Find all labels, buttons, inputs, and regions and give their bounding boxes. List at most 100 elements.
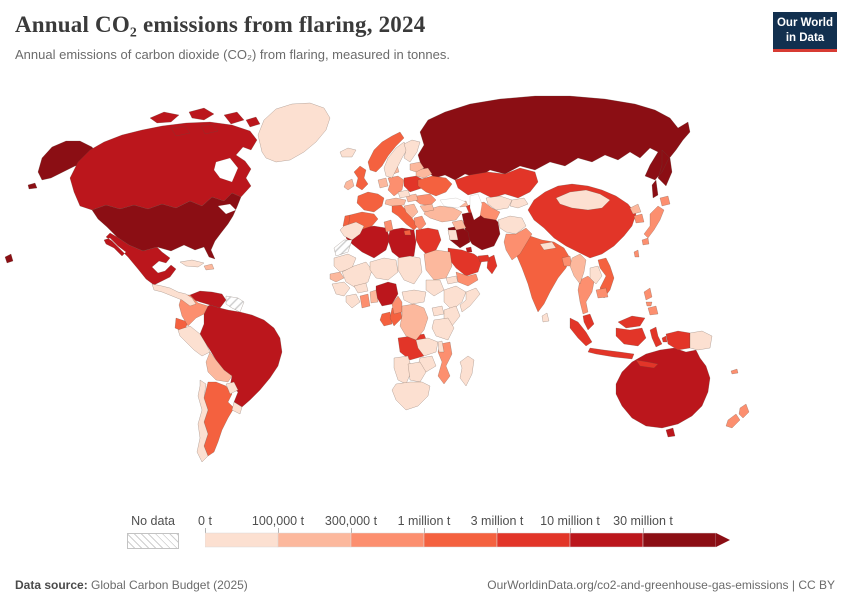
country-saudi-arabia[interactable]: Saudi Arabia [447, 247, 483, 277]
legend-no-data-swatch[interactable] [127, 533, 179, 549]
legend-bin-swatch[interactable] [569, 532, 644, 548]
country-iceland[interactable]: Iceland [339, 147, 357, 158]
country-chile[interactable]: Chile [196, 379, 209, 463]
country-mozambique[interactable]: Mozambique [437, 341, 453, 385]
country-benin[interactable]: Benin [369, 289, 379, 304]
legend-bin-swatch[interactable] [642, 532, 717, 548]
country-tunisia[interactable]: Tunisia [383, 219, 394, 233]
country-laos[interactable]: Laos [589, 265, 603, 285]
legend-bin-swatch[interactable] [350, 532, 425, 548]
owid-logo[interactable]: Our World in Data [773, 12, 837, 52]
country-malaysia[interactable]: Malaysia [582, 313, 646, 331]
country-malawi[interactable]: Malawi [437, 340, 445, 353]
legend-bin-swatch[interactable] [277, 532, 352, 548]
country-tanzania[interactable]: Tanzania [431, 317, 455, 341]
country-paraguay[interactable]: Paraguay [225, 381, 239, 395]
country-pakistan[interactable]: Pakistan [503, 227, 533, 261]
country-germany[interactable]: Germany [387, 175, 405, 197]
legend-bin-swatch[interactable] [423, 532, 498, 548]
country-botswana[interactable]: Botswana [407, 361, 427, 383]
country-burkina-faso[interactable]: Burkina Faso [353, 282, 369, 294]
country-western-sahara[interactable]: Western Sahara [333, 239, 353, 257]
country-kazakhstan[interactable]: Kazakhstan [454, 167, 539, 199]
country-chad[interactable]: Chad [397, 255, 423, 285]
country-mexico[interactable]: Mexico [103, 232, 177, 286]
country-uae[interactable]: United Arab Emirates [477, 254, 491, 263]
country-philippines[interactable]: Philippines [643, 287, 659, 316]
country-mongolia[interactable]: Mongolia [555, 189, 611, 211]
country-new-zealand[interactable]: New Zealand [725, 403, 750, 429]
country-south-africa[interactable]: South Africa [391, 381, 431, 411]
country-syria[interactable]: Syria [451, 219, 467, 231]
country-papua-new-guinea[interactable]: Papua New Guinea [689, 330, 713, 351]
country-australia[interactable]: Australia [615, 347, 711, 438]
country-uganda[interactable]: Uganda [431, 305, 445, 317]
country-greece[interactable]: Greece [413, 215, 427, 231]
country-czechia[interactable]: Czechia [397, 189, 411, 199]
country-somalia[interactable]: Somalia [459, 287, 481, 313]
country-niger[interactable]: Niger [369, 257, 399, 281]
country-venezuela[interactable]: Venezuela [189, 290, 227, 309]
country-morocco[interactable]: Morocco [339, 221, 365, 241]
country-south-korea[interactable]: South Korea [633, 213, 645, 224]
country-uruguay[interactable]: Uruguay [231, 401, 243, 415]
legend-bin-swatch[interactable] [205, 532, 279, 548]
country-indonesia[interactable]: Indonesia [569, 317, 691, 369]
country-new-caledonia[interactable]: New Caledonia [730, 368, 739, 375]
world-map[interactable]: RussiaUnited StatesIranIraqCanadaMexicoV… [0, 88, 850, 516]
country-baltic-states[interactable]: Baltic states [409, 161, 425, 173]
country-taiwan[interactable]: Taiwan [633, 249, 640, 258]
country-libya[interactable]: Libya [387, 227, 417, 261]
country-afghanistan[interactable]: Afghanistan [497, 215, 527, 235]
country-senegal[interactable]: Senegal [329, 271, 345, 283]
country-cambodia[interactable]: Cambodia [595, 287, 609, 299]
legend-color-ramp[interactable]: 0 t 100,000 t 300,000 t 1 million t 3 millio… [198, 514, 740, 554]
country-mali[interactable]: Mali [341, 261, 373, 289]
country-guyana-suriname[interactable]: Guyana and Suriname [225, 295, 245, 313]
country-gabon[interactable]: Gabon [379, 311, 393, 327]
country-canada[interactable]: Canada [69, 107, 261, 211]
country-ukraine[interactable]: Ukraine [417, 175, 453, 197]
country-guinea[interactable]: Guinea [331, 281, 351, 297]
country-peru[interactable]: Peru [177, 325, 211, 357]
country-kyrgyzstan[interactable]: Kyrgyzstan [509, 197, 529, 209]
legend-bin-swatch[interactable] [496, 532, 571, 548]
country-greenland[interactable]: Greenland [257, 102, 331, 163]
country-finland[interactable]: Finland [403, 139, 421, 163]
country-cuba[interactable]: Cuba [179, 259, 205, 268]
footer-link[interactable]: OurWorldinData.org/co2-and-greenhouse-ga… [487, 578, 835, 592]
country-ethiopia[interactable]: Ethiopia [443, 285, 467, 311]
country-central-african-republic[interactable]: Central African Republic [401, 289, 427, 305]
country-sudan[interactable]: Sudan [423, 249, 453, 281]
country-belarus[interactable]: Belarus [415, 167, 433, 179]
country-china[interactable]: China [527, 183, 637, 259]
country-norway[interactable]: Norway [367, 131, 405, 173]
country-india[interactable]: India [515, 235, 571, 313]
country-sri-lanka[interactable]: Sri Lanka [541, 312, 550, 323]
country-bulgaria[interactable]: Bulgaria [419, 203, 435, 213]
country-south-sudan[interactable]: South Sudan [425, 279, 445, 297]
country-jordan[interactable]: Jordan [447, 229, 459, 241]
country-zambia[interactable]: Zambia [415, 337, 439, 357]
country-dr-congo[interactable]: Democratic Republic of Congo [399, 303, 429, 341]
country-uzbekistan[interactable]: Uzbekistan [485, 195, 513, 211]
country-madagascar[interactable]: Madagascar [459, 355, 475, 387]
country-japan[interactable]: Japan [641, 195, 671, 246]
country-ghana[interactable]: Ghana [359, 293, 371, 309]
country-kuwait[interactable]: Kuwait [465, 246, 473, 253]
country-eritrea[interactable]: Eritrea [445, 275, 459, 285]
country-austria[interactable]: Austria [384, 197, 407, 207]
country-hispaniola[interactable]: Dominican Republic [203, 263, 215, 271]
country-central-america[interactable]: Central America [151, 283, 197, 307]
country-netherlands[interactable]: Netherlands [377, 177, 389, 189]
country-myanmar[interactable]: Myanmar [569, 253, 587, 285]
country-serbia[interactable]: Serbia [403, 203, 419, 219]
country-nepal[interactable]: Nepal [539, 241, 557, 251]
legend-ramp-svg[interactable] [205, 528, 740, 550]
country-ireland[interactable]: Ireland [343, 178, 355, 191]
country-ivory-coast[interactable]: Cote d'Ivoire [345, 293, 361, 309]
country-bolivia[interactable]: Bolivia [205, 351, 233, 383]
country-north-korea[interactable]: North Korea [629, 203, 642, 215]
country-italy[interactable]: Italy [391, 203, 419, 236]
country-france[interactable]: France [356, 191, 385, 213]
